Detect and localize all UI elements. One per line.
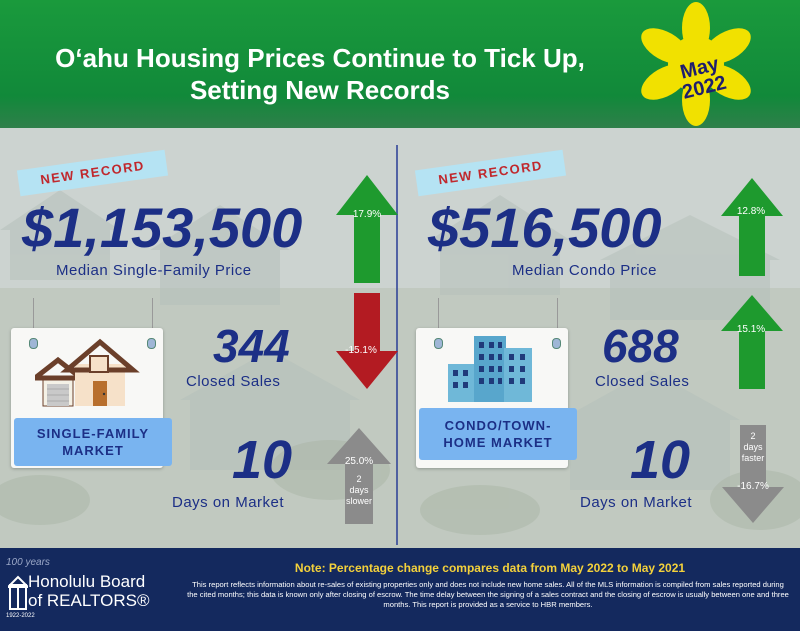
closed-sales-single-family-label: Closed Sales bbox=[186, 373, 281, 390]
closed-sales-single-family: 344 bbox=[213, 320, 290, 372]
down-arrow-gray-icon bbox=[722, 425, 784, 523]
hbr-logo-icon bbox=[8, 575, 28, 610]
closed-sales-condo-label: Closed Sales bbox=[595, 373, 690, 390]
median-single-family-price: $1,153,500 bbox=[22, 196, 303, 259]
hanger-line bbox=[33, 298, 34, 330]
logo-text-line-1: Honolulu Board bbox=[28, 572, 146, 591]
up-arrow-icon bbox=[721, 295, 783, 389]
median-condo-change: 12.8% bbox=[736, 206, 766, 217]
closed-sales-single-family-change: -15.1% bbox=[345, 345, 377, 356]
median-condo-price: $516,500 bbox=[428, 196, 662, 259]
condo-building-icon bbox=[448, 336, 532, 402]
up-arrow-icon bbox=[336, 175, 398, 283]
median-condo-label: Median Condo Price bbox=[512, 262, 657, 279]
page-title: O‘ahu Housing Prices Continue to Tick Up… bbox=[20, 42, 620, 106]
pin-icon bbox=[29, 338, 38, 349]
hanger-line bbox=[152, 298, 153, 330]
pin-icon bbox=[147, 338, 156, 349]
closed-sales-condo: 688 bbox=[602, 320, 679, 372]
single-family-market-label: SINGLE-FAMILY MARKET bbox=[14, 418, 172, 466]
title-line-2: Setting New Records bbox=[189, 75, 451, 105]
days-on-market-single-family-change: 25.0% bbox=[344, 456, 374, 467]
hanger-line bbox=[438, 298, 439, 330]
logo-years: 100 years bbox=[6, 557, 50, 568]
down-arrow-icon bbox=[336, 293, 398, 389]
days-on-market-condo-change: -16.7% bbox=[737, 481, 769, 492]
column-divider bbox=[396, 145, 398, 545]
days-on-market-single-family: 10 bbox=[232, 430, 293, 490]
footer-disclaimer: This report reflects information about r… bbox=[187, 580, 789, 609]
header-banner bbox=[0, 0, 800, 128]
days-on-market-condo-note: 2 days faster bbox=[741, 431, 765, 463]
days-on-market-condo: 10 bbox=[630, 430, 691, 490]
days-on-market-single-family-note: 2 days slower bbox=[345, 474, 372, 506]
pin-icon bbox=[434, 338, 443, 349]
median-single-family-label: Median Single-Family Price bbox=[56, 262, 252, 279]
pin-icon bbox=[552, 338, 561, 349]
closed-sales-condo-change: 15.1% bbox=[736, 324, 766, 335]
footer bbox=[0, 548, 800, 631]
median-single-family-change: 17.9% bbox=[352, 209, 382, 220]
house-icon bbox=[35, 338, 140, 407]
hibiscus-flower-icon bbox=[641, 2, 751, 126]
hanger-line bbox=[557, 298, 558, 330]
days-on-market-condo-label: Days on Market bbox=[580, 494, 693, 511]
condo-market-label: CONDO/TOWN- HOME MARKET bbox=[419, 408, 577, 460]
up-arrow-gray-icon bbox=[327, 428, 391, 524]
footer-note: Note: Percentage change compares data fr… bbox=[294, 561, 686, 575]
up-arrow-icon bbox=[721, 178, 783, 276]
logo-dates: 1922-2022 bbox=[6, 613, 35, 619]
title-line-1: O‘ahu Housing Prices Continue to Tick Up… bbox=[55, 43, 585, 73]
logo-text-line-2: of REALTORS® bbox=[28, 591, 150, 610]
days-on-market-single-family-label: Days on Market bbox=[172, 494, 285, 511]
